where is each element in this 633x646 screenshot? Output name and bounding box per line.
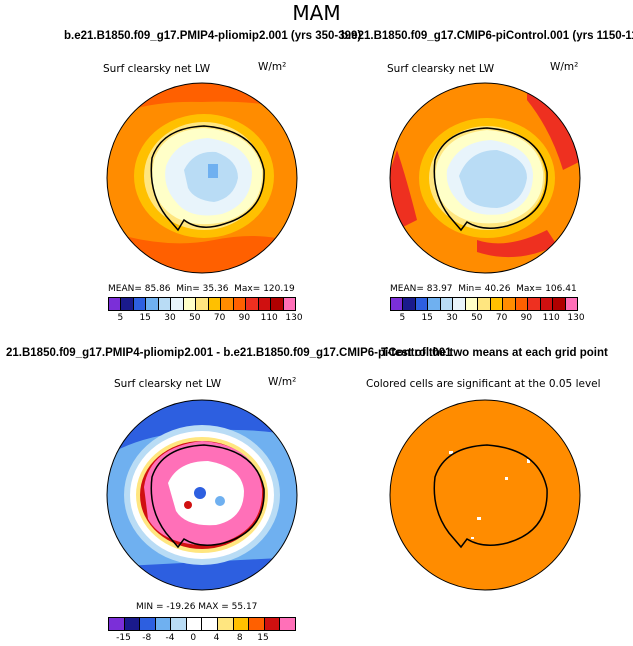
panel1-stats: MEAN= 85.86 Min= 35.36 Max= 120.19 — [108, 284, 295, 294]
colorbar-swatch — [208, 298, 222, 310]
colorbar-swatch — [478, 298, 491, 310]
colorbar-tick-label: 5 — [399, 313, 406, 323]
panel3-stats: MIN = -19.26 MAX = 55.17 — [136, 602, 258, 612]
colorbar-tick-label: 15 — [139, 313, 151, 323]
panel1-colorbar-ticks: 5 15 30 50 70 90 110 130 — [108, 313, 303, 325]
colorbar-swatch — [246, 298, 259, 310]
colorbar-swatch — [503, 298, 516, 310]
colorbar-tick-label: 50 — [189, 313, 201, 323]
colorbar-swatch — [171, 298, 184, 310]
panel2-map — [389, 82, 581, 274]
colorbar-swatch — [196, 298, 209, 310]
colorbar-swatch — [271, 298, 284, 310]
colorbar-tick-label: 5 — [117, 313, 124, 323]
colorbar-swatch — [528, 298, 541, 310]
panel2-variable: Surf clearsky net LW — [387, 63, 495, 75]
colorbar-swatch — [465, 298, 479, 310]
colorbar-swatch — [171, 618, 187, 630]
panel2-units: W/m² — [550, 61, 579, 73]
colorbar-tick-label: 90 — [238, 313, 251, 323]
colorbar-tick-label: 70 — [495, 313, 508, 323]
colorbar-swatch — [133, 298, 147, 310]
colorbar-swatch — [202, 618, 219, 630]
colorbar-swatch — [453, 298, 466, 310]
colorbar-tick-label: 30 — [164, 313, 176, 323]
colorbar-swatch — [218, 618, 234, 630]
colorbar-tick-label: -15 — [116, 633, 131, 643]
colorbar-swatch — [540, 298, 554, 310]
panel2-stats: MEAN= 83.97 Min= 40.26 Max= 106.41 — [390, 284, 577, 294]
colorbar-swatch — [490, 298, 504, 310]
colorbar-tick-label: 50 — [471, 313, 483, 323]
colorbar-swatch — [233, 618, 250, 630]
colorbar-tick-label: 0 — [190, 633, 197, 643]
panel4-title: T-test of the two means at each grid poi… — [381, 347, 608, 359]
panel1-units: W/m² — [258, 61, 287, 73]
panel4-subtitle: Colored cells are significant at the 0.0… — [366, 378, 601, 390]
colorbar-tick-label: -8 — [142, 633, 152, 643]
colorbar-swatch — [155, 618, 172, 630]
colorbar-swatch — [283, 298, 296, 310]
colorbar-swatch — [140, 618, 156, 630]
colorbar-swatch — [233, 298, 247, 310]
colorbar-tick-label: 4 — [213, 633, 220, 643]
colorbar-swatch — [186, 618, 203, 630]
colorbar-tick-label: 15 — [257, 633, 269, 643]
panel3-map — [106, 399, 298, 591]
panel3-title: 21.B1850.f09_g17.PMIP4-pliomip2.001 - b.… — [6, 347, 452, 359]
panel1-map — [106, 82, 298, 274]
colorbar-swatch — [146, 298, 159, 310]
colorbar-swatch — [515, 298, 529, 310]
panel2-title: b.e21.B1850.f09_g17.CMIP6-piControl.001 … — [341, 30, 633, 42]
panel2-colorbar — [390, 297, 578, 311]
colorbar-swatch — [264, 618, 281, 630]
colorbar-tick-label: 90 — [520, 313, 533, 323]
colorbar-tick-label: 8 — [236, 633, 243, 643]
colorbar-swatch — [440, 298, 454, 310]
colorbar-swatch — [121, 298, 134, 310]
colorbar-tick-label: 130 — [285, 313, 303, 323]
colorbar-swatch — [221, 298, 234, 310]
panel1-colorbar — [108, 297, 296, 311]
colorbar-swatch — [183, 298, 197, 310]
panel3-units: W/m² — [268, 376, 297, 388]
colorbar-tick-label: 15 — [421, 313, 433, 323]
colorbar-swatch — [565, 298, 578, 310]
page-title: MAM — [292, 1, 341, 25]
colorbar-swatch — [553, 298, 566, 310]
panel3-variable: Surf clearsky net LW — [114, 378, 222, 390]
colorbar-swatch — [403, 298, 416, 310]
colorbar-swatch — [428, 298, 441, 310]
colorbar-tick-label: 30 — [446, 313, 458, 323]
colorbar-tick-label: 70 — [213, 313, 226, 323]
colorbar-swatch — [391, 298, 404, 310]
colorbar-swatch — [109, 618, 125, 630]
colorbar-tick-label: 110 — [542, 313, 560, 323]
colorbar-tick-label: -4 — [165, 633, 175, 643]
colorbar-swatch — [124, 618, 141, 630]
colorbar-swatch — [109, 298, 122, 310]
colorbar-tick-label: 130 — [567, 313, 585, 323]
panel2-colorbar-ticks: 5 15 30 50 70 90 110 130 — [390, 313, 585, 325]
panel1-variable: Surf clearsky net LW — [103, 63, 211, 75]
colorbar-swatch — [280, 618, 295, 630]
panel3-colorbar-ticks: -15 -8 -4 0 4 8 15 — [108, 633, 294, 645]
colorbar-swatch — [258, 298, 272, 310]
colorbar-swatch — [158, 298, 172, 310]
colorbar-tick-label: 110 — [260, 313, 278, 323]
colorbar-swatch — [249, 618, 265, 630]
colorbar-swatch — [415, 298, 429, 310]
panel1-title: b.e21.B1850.f09_g17.PMIP4-pliomip2.001 (… — [64, 30, 362, 42]
panel3-colorbar — [108, 617, 296, 631]
panel4-map — [389, 399, 581, 591]
